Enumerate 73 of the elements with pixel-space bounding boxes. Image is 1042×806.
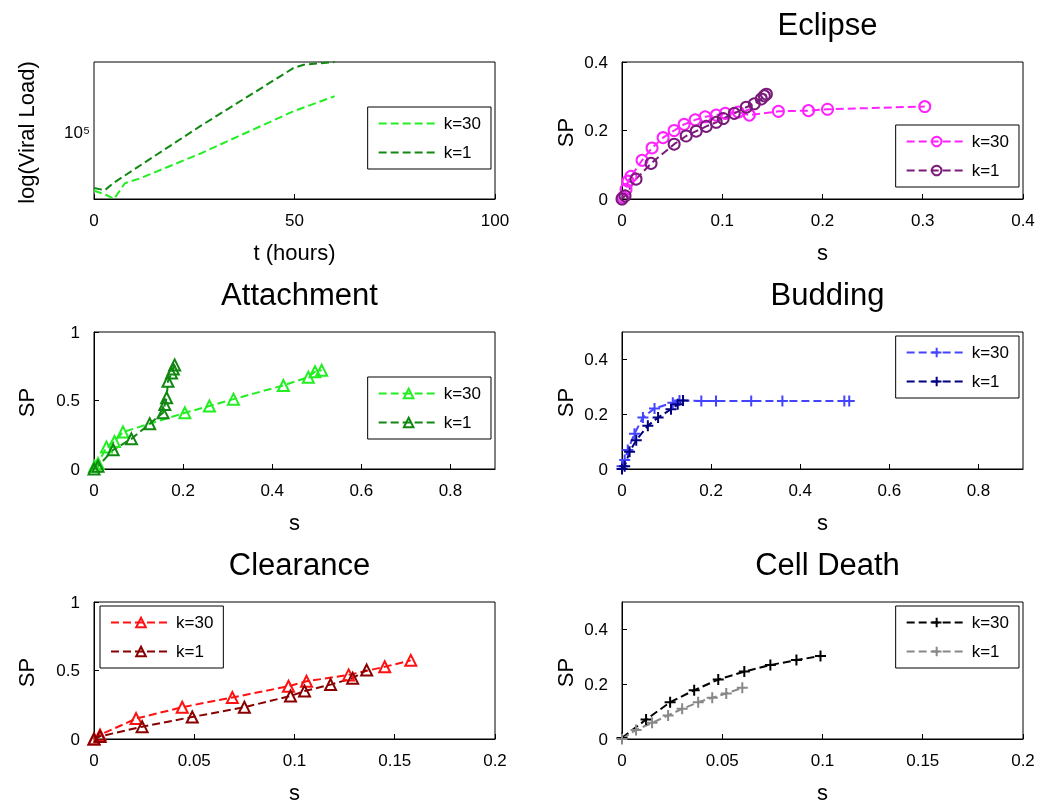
x-axis-title: t (hours) [253,239,336,265]
x-tick-label: 0 [89,751,99,770]
x-axis-title: s [289,779,300,805]
x-tick-label: 0.05 [177,751,211,770]
legend-label: k=30 [971,132,1010,151]
y-tick-label: 0.2 [584,404,608,424]
x-tick-label: 100 [480,211,510,230]
x-tick-label: 0.1 [810,751,835,770]
x-tick-label: 0.1 [282,751,307,770]
x-tick-label: 0.8 [438,481,463,500]
x-tick-label: 0.05 [705,751,739,770]
text: 10⁵ [64,123,90,142]
legend-label: k=1 [443,413,472,432]
y-tick-label: 1 [70,322,80,342]
y-tick-label: 0.2 [584,121,608,140]
legend-label: k=30 [971,613,1010,632]
y-tick-label: 0 [70,459,80,479]
y-axis-title: SP [13,657,39,688]
y-tick-label: 0.4 [584,619,608,639]
x-tick-label: 0 [89,211,99,230]
x-tick-label: 0.2 [171,481,195,500]
legend-label: k=30 [443,114,482,133]
x-tick-label: 0.2 [483,751,507,770]
legend-label: k=1 [971,642,1000,661]
x-tick-label: 0 [617,481,627,500]
legend-label: k=1 [443,143,472,162]
legend-label: k=1 [971,161,1000,180]
x-tick-label: 0.1 [710,211,735,230]
x-tick-label: 0.15 [906,751,940,770]
x-axis-title: s [817,239,828,265]
y-axis-title: SP [552,657,578,688]
chart-title: Attachment [221,277,379,312]
x-tick-label: 0.6 [349,481,374,500]
y-tick-label: 0 [598,189,608,209]
y-axis-title: log(Viral Load) [13,61,39,204]
y-tick-label: 0.2 [584,674,608,694]
y-tick-label: 0.5 [56,391,80,410]
legend-label: k=1 [971,372,1000,391]
y-axis-title: SP [552,387,578,418]
legend-label: k=30 [443,384,482,403]
x-tick-label: 0.8 [966,481,991,500]
y-axis-title: SP [13,387,39,418]
x-tick-label: 0.4 [1011,211,1035,230]
legend-label: k=30 [971,343,1010,362]
legend-label: k=30 [176,613,214,632]
y-axis-title: SP [552,117,578,148]
legend-label: k=1 [176,642,204,661]
y-tick-label: 1 [70,592,80,612]
x-tick-label: 0.6 [877,481,902,500]
chart-title: Clearance [228,547,371,582]
x-axis-title: s [817,509,828,535]
x-tick-label: 0 [617,751,627,770]
chart-title: Eclipse [777,7,878,42]
x-tick-label: 0.2 [699,481,723,500]
y-tick-label: 0 [598,459,608,479]
y-tick-label: 0 [70,729,80,749]
y-tick-label: 0.5 [56,661,80,680]
chart-title: Cell Death [755,547,900,582]
x-tick-label: 0.2 [1011,751,1035,770]
x-tick-label: 0.15 [378,751,412,770]
x-tick-label: 0.2 [810,211,835,230]
x-tick-label: 0 [617,211,627,230]
x-tick-label: 0 [89,481,99,500]
x-axis-title: s [817,779,828,805]
x-tick-label: 50 [285,211,304,230]
x-axis-title: s [289,509,300,535]
x-tick-label: 0.4 [260,481,285,500]
x-tick-label: 0.4 [788,481,813,500]
chart-title: Budding [770,277,885,312]
y-tick-label: 0.4 [584,349,608,369]
y-tick-label: 0.4 [584,52,608,72]
x-tick-label: 0.3 [910,211,935,230]
y-tick-label: 0 [598,729,608,749]
